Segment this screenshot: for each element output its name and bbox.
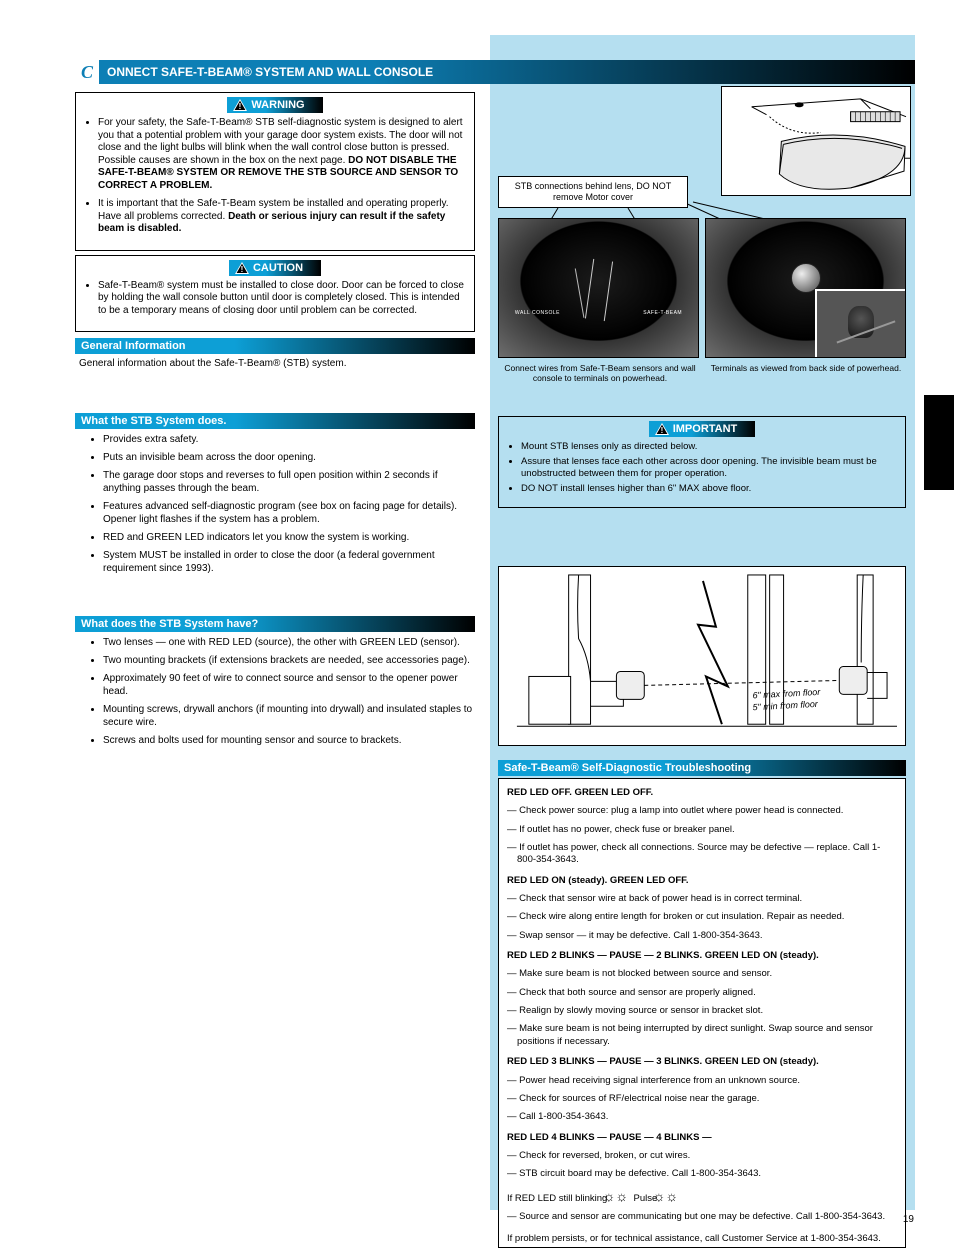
diag-line: — Swap sensor — it may be defective. Cal…: [507, 930, 897, 942]
list-item: The garage door stops and reverses to fu…: [103, 469, 475, 495]
important-item: DO NOT install lenses higher than 6" MAX…: [521, 483, 897, 494]
diag-head: RED LED 2 BLINKS — PAUSE — 2 BLINKS. GRE…: [507, 950, 897, 962]
caution-head: ! CAUTION: [84, 260, 466, 276]
diag-line: — Check for sources of RF/electrical noi…: [507, 1093, 897, 1105]
important-head: ! IMPORTANT: [507, 421, 897, 437]
list-item: Approximately 90 feet of wire to connect…: [103, 672, 475, 698]
diag-line: — Realign by slowly moving source or sen…: [507, 1005, 897, 1017]
general-info-text: General information about the Safe-T-Bea…: [79, 358, 475, 369]
list-item: Puts an invisible beam across the door o…: [103, 451, 475, 464]
list-item: System MUST be installed in order to clo…: [103, 549, 475, 575]
opener-illustration: [721, 86, 911, 196]
diag-line: — Make sure beam is not blocked between …: [507, 968, 897, 980]
self-diag-box: RED LED OFF. GREEN LED OFF. — Check powe…: [498, 778, 906, 1248]
svg-text:!: !: [660, 426, 663, 435]
section-title: ONNECT SAFE-T-BEAM® SYSTEM AND WALL CONS…: [107, 65, 433, 79]
diag-line: — Source and sensor are communicating bu…: [507, 1211, 897, 1223]
important-label: IMPORTANT: [673, 423, 738, 435]
list-item: Two lenses — one with RED LED (source), …: [103, 636, 475, 649]
photo-left: WALL CONSOLE SAFE-T-BEAM: [498, 218, 699, 358]
diag-line: — Check for reversed, broken, or cut wir…: [507, 1150, 897, 1162]
diag-line: If RED LED still blinking ☼☼ Pulse ☼☼: [507, 1189, 897, 1205]
warning-box: ! WARNING For your safety, the Safe-T-Be…: [75, 92, 475, 251]
caution-icon: !: [235, 262, 249, 274]
beam-label-2: 5" min from floor: [752, 699, 819, 712]
list-item: RED and GREEN LED indicators let you kno…: [103, 531, 475, 544]
general-info-bar: General Information: [75, 338, 475, 354]
list-item: Screws and bolts used for mounting senso…: [103, 734, 475, 747]
diag-line: — If outlet has power, check all connect…: [507, 842, 897, 867]
important-box: ! IMPORTANT Mount STB lenses only as dir…: [498, 416, 906, 508]
list-item: Mounting screws, drywall anchors (if mou…: [103, 703, 475, 729]
important-item: Mount STB lenses only as directed below.: [521, 441, 897, 452]
page: C ONNECT SAFE-T-BEAM® SYSTEM AND WALL CO…: [0, 0, 954, 1235]
diag-line: — Check that sensor wire at back of powe…: [507, 893, 897, 905]
diag-footer: If problem persists, or for technical as…: [507, 1233, 897, 1245]
sensor-diagram: 6" max from floor 5" min from floor: [498, 566, 906, 746]
self-diag-bar: Safe-T-Beam® Self-Diagnostic Troubleshoo…: [498, 760, 906, 776]
diag-line: — Check wire along entire length for bro…: [507, 911, 897, 923]
list-item: Features advanced self-diagnostic progra…: [103, 500, 475, 526]
caution-box: ! CAUTION Safe-T-Beam® system must be in…: [75, 255, 475, 333]
left-column: ! WARNING For your safety, the Safe-T-Be…: [75, 92, 475, 752]
diag-line: — Call 1-800-354-3643.: [507, 1111, 897, 1123]
caution-label: CAUTION: [253, 262, 303, 274]
side-tab: [924, 395, 954, 490]
diag-line: — Make sure beam is not being interrupte…: [507, 1023, 897, 1048]
list-item: Provides extra safety.: [103, 433, 475, 446]
photo-caption-left: Connect wires from Safe-T-Beam sensors a…: [500, 364, 700, 384]
diag-head: RED LED ON (steady). GREEN LED OFF.: [507, 875, 897, 887]
warning-item: For your safety, the Safe-T-Beam® STB se…: [98, 117, 466, 192]
photo-row: WALL CONSOLE SAFE-T-BEAM SAFE-T-BEAM: [498, 218, 906, 358]
diag-line: — Check power source: plug a lamp into o…: [507, 805, 897, 817]
photo-inset: [815, 289, 906, 358]
svg-text:!: !: [239, 102, 242, 111]
diag-line: — If outlet has no power, check fuse or …: [507, 824, 897, 836]
important-icon: !: [655, 423, 669, 435]
diag-line: — Check that both source and sensor are …: [507, 987, 897, 999]
caution-item: Safe-T-Beam® system must be installed to…: [98, 280, 466, 318]
important-item: Assure that lenses face each other acros…: [521, 456, 897, 479]
warning-head: ! WARNING: [84, 97, 466, 113]
diag-head: RED LED 3 BLINKS — PAUSE — 3 BLINKS. GRE…: [507, 1056, 897, 1068]
whatdoes-bar: What the STB System does.: [75, 413, 475, 429]
stb-label: STB connections behind lens, DO NOT remo…: [498, 176, 688, 208]
whathave-bar: What does the STB System have?: [75, 616, 475, 632]
list-item: Two mounting brackets (if extensions bra…: [103, 654, 475, 667]
warning-item: It is important that the Safe-T-Beam sys…: [98, 198, 466, 236]
photo-caption-right: Terminals as viewed from back side of po…: [706, 364, 906, 374]
section-header: C ONNECT SAFE-T-BEAM® SYSTEM AND WALL CO…: [75, 60, 915, 84]
page-number: 19: [903, 1214, 914, 1225]
warning-label: WARNING: [251, 99, 304, 111]
section-letter: C: [75, 60, 99, 84]
photo-right: SAFE-T-BEAM: [705, 218, 906, 358]
diag-head: RED LED 4 BLINKS — PAUSE — 4 BLINKS —: [507, 1132, 897, 1144]
diag-head: RED LED OFF. GREEN LED OFF.: [507, 787, 897, 799]
svg-text:!: !: [241, 265, 244, 274]
diag-line: — STB circuit board may be defective. Ca…: [507, 1168, 897, 1180]
diag-line: — Power head receiving signal interferen…: [507, 1075, 897, 1087]
self-diag-title: Safe-T-Beam® Self-Diagnostic Troubleshoo…: [498, 760, 906, 776]
warning-icon: !: [233, 99, 247, 111]
